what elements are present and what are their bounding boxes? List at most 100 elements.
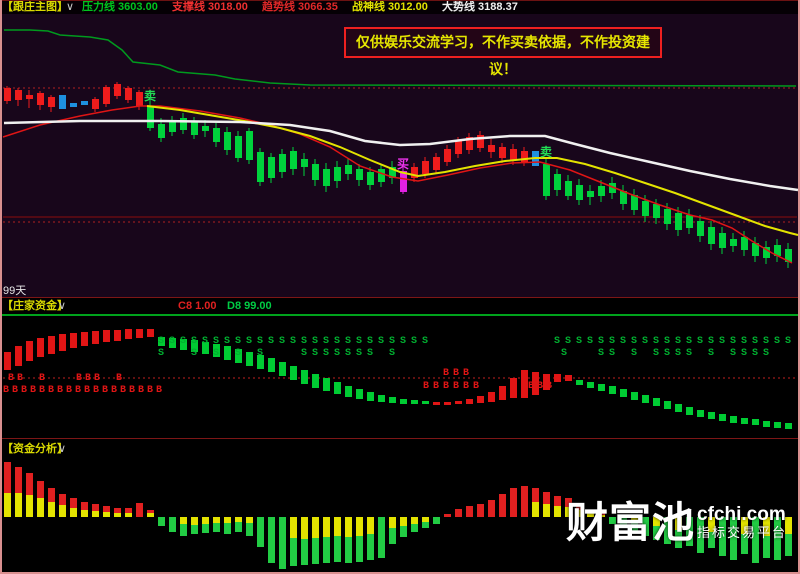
bs-letter: S (653, 336, 659, 347)
bs-letter: S (763, 336, 769, 347)
chevron-down-icon[interactable]: ∨ (66, 1, 75, 13)
bs-letter: B (546, 381, 552, 392)
bs-letter: B (473, 381, 479, 392)
bs-letter: S (752, 348, 758, 359)
bs-letter: B (433, 381, 439, 392)
fund-analysis-title[interactable]: 【资金分析】 (2, 443, 68, 455)
bs-letter: B (453, 381, 459, 392)
bs-letter: S (257, 336, 263, 347)
bs-letter: S (697, 336, 703, 347)
bs-letter: S (191, 336, 197, 347)
bs-letter: B (102, 385, 108, 396)
bs-letter: B (156, 385, 162, 396)
bs-letter: S (609, 348, 615, 359)
bs-letter: B (93, 385, 99, 396)
bs-letter: S (411, 336, 417, 347)
chevron-down-icon[interactable]: ∨ (58, 443, 67, 455)
bs-letter: S (367, 336, 373, 347)
bs-letter: B (111, 385, 117, 396)
bs-letter: S (576, 336, 582, 347)
banker-fund-title[interactable]: 【庄家资金】 (2, 300, 68, 312)
ma-lines-layer (2, 29, 799, 264)
bs-letter: B (116, 373, 122, 384)
watermark-brand: 财富池 (566, 499, 696, 546)
banker-fund-panel[interactable] (0, 316, 800, 437)
bs-letter: S (631, 348, 637, 359)
bs-letter: S (202, 336, 208, 347)
banker-fund-layer: B B B B B B BB B B B B B B B B B B B B B B B B BB B BB B B B B B B B BS S S… (3, 329, 797, 429)
bs-letter: S (675, 336, 681, 347)
bs-letter: S (312, 348, 318, 359)
bs-letter: B (12, 385, 18, 396)
bs-letter: S (367, 348, 373, 359)
bs-letter: S (631, 336, 637, 347)
bs-letter: S (235, 348, 241, 359)
bs-letter: S (389, 348, 395, 359)
bs-letter: B (57, 385, 63, 396)
main-chart-layer: 卖买 卖 (2, 29, 799, 268)
watermark-domain: cfchi.com (697, 504, 786, 525)
legend-support-line: 支撑线 3018.00 (172, 1, 248, 13)
bs-letter: S (323, 348, 329, 359)
bs-letter: S (180, 336, 186, 347)
candles-layer (4, 82, 792, 268)
bs-letter: S (268, 336, 274, 347)
bs-letter: B (3, 385, 9, 396)
main-chart-panel[interactable] (0, 14, 800, 297)
pressure-step-green (4, 29, 797, 87)
panel-divider (0, 297, 800, 298)
bs-letter: S (708, 348, 714, 359)
bs-letter: S (686, 348, 692, 359)
big-trend-white (3, 119, 799, 192)
bs-letter: S (213, 348, 219, 359)
bs-letter: B (76, 373, 82, 384)
bs-letter: S (730, 348, 736, 359)
signal-marker: 卖 (144, 88, 156, 103)
signal-marker: 卖 (540, 144, 552, 159)
disclaimer-text: 仅供娱乐交流学习，不作买卖依据，不作投资建议！ (356, 34, 650, 77)
panel-divider-green (0, 314, 800, 316)
disclaimer-banner: 仅供娱乐交流学习，不作买卖依据，不作投资建议！ (344, 27, 662, 77)
bs-letter: B (443, 381, 449, 392)
bs-letter: S (158, 336, 164, 347)
legend-pressure-line: 压力线 3603.00 (82, 1, 158, 13)
fund-analysis-panel[interactable] (0, 457, 800, 572)
bs-letter: S (774, 336, 780, 347)
bs-letter: B (94, 373, 100, 384)
bs-letter: S (158, 348, 164, 359)
bs-letter: S (400, 336, 406, 347)
legend-c8: C8 1.00 (178, 300, 217, 312)
bs-letter: S (224, 336, 230, 347)
bs-letter: S (323, 336, 329, 347)
chevron-down-icon[interactable]: ∨ (58, 300, 67, 312)
bs-letter: S (741, 348, 747, 359)
signal-marker: 买 (397, 157, 409, 171)
main-panel-header: 【跟庄主图】 ∨ 压力线 3603.00 支撑线 3018.00 趋势线 306… (0, 1, 800, 14)
bs-letter: S (312, 336, 318, 347)
window-border-bottom (0, 572, 800, 574)
bs-letter: S (598, 348, 604, 359)
bs-letter: S (587, 336, 593, 347)
fund-analysis-layer (4, 462, 792, 569)
bs-letter: S (334, 336, 340, 347)
bs-letter: B (537, 381, 543, 392)
bs-letter: S (378, 336, 384, 347)
bs-letter: B (30, 385, 36, 396)
bs-letter: S (741, 336, 747, 347)
bs-letter: S (719, 336, 725, 347)
bs-letter: S (554, 336, 560, 347)
banker-fund-header-bar (0, 298, 800, 314)
main-panel-title[interactable]: 【跟庄主图】 (2, 1, 68, 13)
bs-letter: S (301, 348, 307, 359)
bs-letter: S (642, 336, 648, 347)
bs-letter: B (39, 373, 45, 384)
bs-letter: S (169, 336, 175, 347)
window-border-left (0, 0, 2, 574)
legend-trend-line: 趋势线 3066.35 (262, 1, 338, 13)
bs-letter: S (301, 336, 307, 347)
bs-letter: S (561, 348, 567, 359)
bs-letter: B (66, 385, 72, 396)
bs-letter: S (356, 348, 362, 359)
